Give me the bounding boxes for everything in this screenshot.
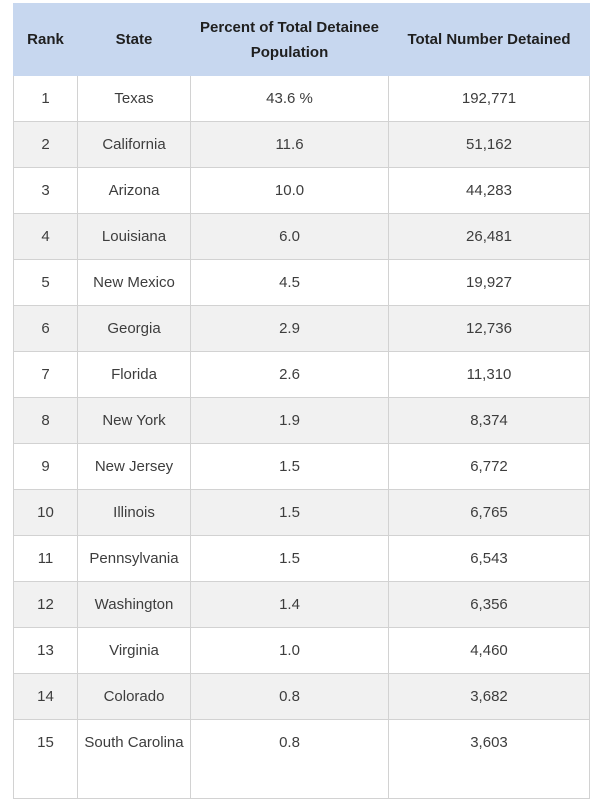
- table-row: 13 Virginia 1.0 4,460: [13, 627, 590, 674]
- cell-state: Illinois: [77, 489, 191, 536]
- cell-total: 8,374: [388, 397, 590, 444]
- detention-table: Rank State Percent of Total Detainee Pop…: [13, 3, 590, 799]
- cell-percent: 0.8: [190, 673, 389, 720]
- cell-total: 26,481: [388, 213, 590, 260]
- cell-percent: 1.5: [190, 443, 389, 490]
- cell-percent: 10.0: [190, 167, 389, 214]
- header-percent: Percent of Total Detainee Population: [190, 3, 389, 76]
- cell-total: 11,310: [388, 351, 590, 398]
- table-row: 14 Colorado 0.8 3,682: [13, 673, 590, 720]
- cell-total: 12,736: [388, 305, 590, 352]
- header-total: Total Number Detained: [388, 3, 590, 76]
- cell-percent: 2.9: [190, 305, 389, 352]
- cell-total: 3,603: [388, 719, 590, 799]
- table-row: 4 Louisiana 6.0 26,481: [13, 213, 590, 260]
- table-body: 1 Texas 43.6 % 192,771 2 California 11.6 51,162…: [13, 75, 590, 799]
- cell-state: Arizona: [77, 167, 191, 214]
- cell-percent: 4.5: [190, 259, 389, 306]
- table-row: 7 Florida 2.6 11,310: [13, 351, 590, 398]
- table-row: 10 Illinois 1.5 6,765: [13, 489, 590, 536]
- cell-percent: 1.9: [190, 397, 389, 444]
- cell-state: Pennsylvania: [77, 535, 191, 582]
- cell-total: 3,682: [388, 673, 590, 720]
- table-row: 5 New Mexico 4.5 19,927: [13, 259, 590, 306]
- cell-rank: 13: [13, 627, 78, 674]
- cell-total: 4,460: [388, 627, 590, 674]
- cell-rank: 6: [13, 305, 78, 352]
- cell-total: 6,543: [388, 535, 590, 582]
- cell-state: Washington: [77, 581, 191, 628]
- cell-state: Colorado: [77, 673, 191, 720]
- table-row: 9 New Jersey 1.5 6,772: [13, 443, 590, 490]
- cell-state: New York: [77, 397, 191, 444]
- cell-rank: 1: [13, 75, 78, 122]
- cell-percent: 1.0: [190, 627, 389, 674]
- cell-rank: 3: [13, 167, 78, 214]
- cell-rank: 5: [13, 259, 78, 306]
- cell-total: 44,283: [388, 167, 590, 214]
- cell-rank: 2: [13, 121, 78, 168]
- cell-state: California: [77, 121, 191, 168]
- cell-state: Louisiana: [77, 213, 191, 260]
- cell-percent: 43.6 %: [190, 75, 389, 122]
- cell-percent: 1.5: [190, 489, 389, 536]
- cell-rank: 8: [13, 397, 78, 444]
- header-rank: Rank: [13, 3, 78, 76]
- header-state: State: [77, 3, 191, 76]
- cell-rank: 10: [13, 489, 78, 536]
- cell-rank: 14: [13, 673, 78, 720]
- table-row: 15 South Carolina 0.8 3,603: [13, 719, 590, 799]
- cell-state: New Mexico: [77, 259, 191, 306]
- cell-total: 51,162: [388, 121, 590, 168]
- cell-state: New Jersey: [77, 443, 191, 490]
- cell-percent: 1.5: [190, 535, 389, 582]
- cell-total: 19,927: [388, 259, 590, 306]
- cell-state: Georgia: [77, 305, 191, 352]
- cell-state: Virginia: [77, 627, 191, 674]
- cell-total: 6,772: [388, 443, 590, 490]
- table-header: Rank State Percent of Total Detainee Pop…: [13, 3, 590, 76]
- cell-state: South Carolina: [77, 719, 191, 799]
- header-row: Rank State Percent of Total Detainee Pop…: [13, 3, 590, 76]
- cell-percent: 11.6: [190, 121, 389, 168]
- cell-total: 6,356: [388, 581, 590, 628]
- cell-rank: 11: [13, 535, 78, 582]
- table-row: 3 Arizona 10.0 44,283: [13, 167, 590, 214]
- cell-total: 192,771: [388, 75, 590, 122]
- table-row: 12 Washington 1.4 6,356: [13, 581, 590, 628]
- cell-percent: 2.6: [190, 351, 389, 398]
- table-row: 8 New York 1.9 8,374: [13, 397, 590, 444]
- table-row: 11 Pennsylvania 1.5 6,543: [13, 535, 590, 582]
- table-row: 6 Georgia 2.9 12,736: [13, 305, 590, 352]
- table-row: 2 California 11.6 51,162: [13, 121, 590, 168]
- cell-rank: 12: [13, 581, 78, 628]
- cell-rank: 15: [13, 719, 78, 799]
- cell-total: 6,765: [388, 489, 590, 536]
- cell-percent: 0.8: [190, 719, 389, 799]
- cell-state: Texas: [77, 75, 191, 122]
- cell-percent: 6.0: [190, 213, 389, 260]
- cell-percent: 1.4: [190, 581, 389, 628]
- detention-table-container: Rank State Percent of Total Detainee Pop…: [13, 3, 590, 799]
- cell-rank: 4: [13, 213, 78, 260]
- cell-state: Florida: [77, 351, 191, 398]
- cell-rank: 7: [13, 351, 78, 398]
- cell-rank: 9: [13, 443, 78, 490]
- table-row: 1 Texas 43.6 % 192,771: [13, 75, 590, 122]
